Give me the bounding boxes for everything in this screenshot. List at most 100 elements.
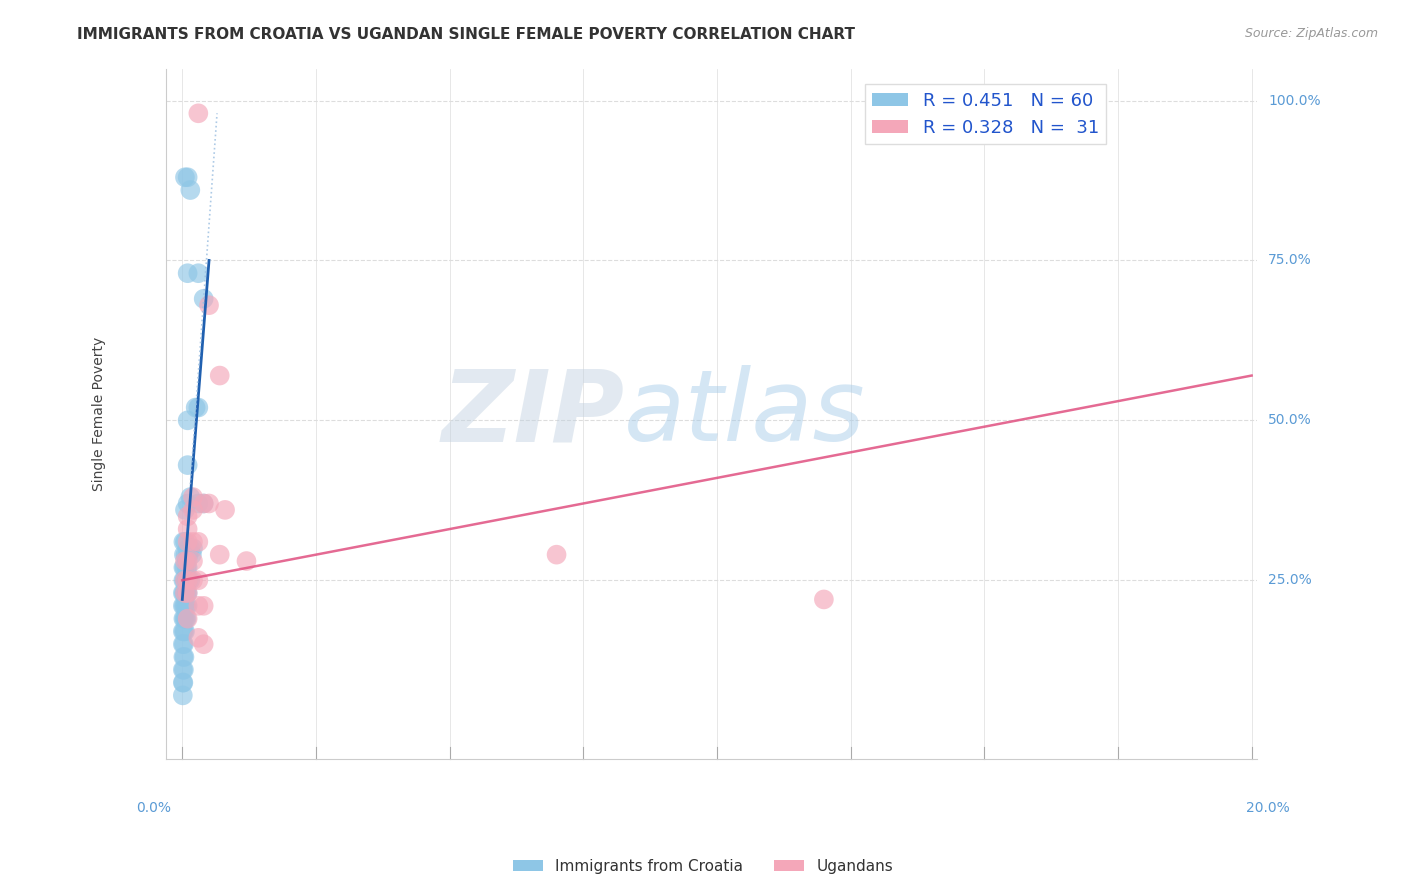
Legend: Immigrants from Croatia, Ugandans: Immigrants from Croatia, Ugandans [506, 853, 900, 880]
Point [173, 637, 195, 651]
Point [181, 548, 204, 562]
Point [208, 368, 231, 383]
Point [198, 298, 221, 312]
Point [198, 496, 221, 510]
Text: 25.0%: 25.0% [1268, 574, 1312, 587]
Point [174, 554, 197, 568]
Point [172, 612, 194, 626]
Point [176, 554, 198, 568]
Point [174, 573, 197, 587]
Point [174, 170, 197, 185]
Point [174, 612, 197, 626]
Point [176, 541, 198, 556]
Point [174, 624, 197, 639]
Point [176, 560, 198, 574]
Point [174, 599, 197, 613]
Point [193, 292, 215, 306]
Point [193, 599, 215, 613]
Point [173, 560, 195, 574]
Point [181, 573, 204, 587]
Point [172, 586, 194, 600]
Point [181, 541, 204, 556]
Point [173, 663, 195, 677]
Point [176, 599, 198, 613]
Point [176, 548, 198, 562]
Point [174, 586, 197, 600]
Point [187, 496, 209, 510]
Point [193, 496, 215, 510]
Point [184, 401, 207, 415]
Point [181, 490, 204, 504]
Point [173, 650, 195, 665]
Point [181, 534, 204, 549]
Text: ZIP: ZIP [441, 366, 624, 462]
Point [193, 637, 215, 651]
Point [187, 401, 209, 415]
Point [172, 689, 194, 703]
Point [172, 534, 194, 549]
Point [172, 650, 194, 665]
Point [176, 573, 198, 587]
Point [173, 599, 195, 613]
Point [172, 637, 194, 651]
Point [179, 541, 201, 556]
Point [172, 675, 194, 690]
Text: 20.0%: 20.0% [1246, 801, 1289, 814]
Text: 0.0%: 0.0% [135, 801, 170, 814]
Text: 100.0%: 100.0% [1268, 94, 1320, 108]
Point [172, 573, 194, 587]
Point [176, 509, 198, 524]
Point [174, 599, 197, 613]
Point [176, 586, 198, 600]
Point [179, 183, 201, 197]
Point [546, 548, 568, 562]
Point [176, 413, 198, 427]
Point [176, 266, 198, 280]
Point [176, 612, 198, 626]
Point [176, 496, 198, 510]
Point [813, 592, 835, 607]
Point [176, 458, 198, 472]
Text: IMMIGRANTS FROM CROATIA VS UGANDAN SINGLE FEMALE POVERTY CORRELATION CHART: IMMIGRANTS FROM CROATIA VS UGANDAN SINGL… [77, 27, 855, 42]
Point [177, 573, 200, 587]
Point [187, 599, 209, 613]
Text: 50.0%: 50.0% [1268, 413, 1312, 427]
Text: 75.0%: 75.0% [1268, 253, 1312, 268]
Point [176, 560, 198, 574]
Point [176, 586, 198, 600]
Point [174, 503, 197, 517]
Point [176, 612, 198, 626]
Point [174, 534, 197, 549]
Point [179, 573, 201, 587]
Point [187, 631, 209, 645]
Point [181, 554, 204, 568]
Text: atlas: atlas [624, 366, 866, 462]
Point [173, 573, 195, 587]
Point [187, 266, 209, 280]
Point [187, 573, 209, 587]
Point [177, 548, 200, 562]
Point [176, 586, 198, 600]
Point [172, 560, 194, 574]
Point [173, 624, 195, 639]
Point [179, 490, 201, 504]
Point [174, 548, 197, 562]
Point [187, 106, 209, 120]
Text: Single Female Poverty: Single Female Poverty [93, 337, 107, 491]
Point [172, 624, 194, 639]
Point [235, 554, 257, 568]
Point [173, 548, 195, 562]
Point [172, 663, 194, 677]
Point [214, 503, 236, 517]
Point [187, 534, 209, 549]
Point [208, 548, 231, 562]
Point [181, 503, 204, 517]
Point [174, 586, 197, 600]
Point [173, 612, 195, 626]
Text: Source: ZipAtlas.com: Source: ZipAtlas.com [1244, 27, 1378, 40]
Point [176, 170, 198, 185]
Point [176, 522, 198, 536]
Legend: R = 0.451   N = 60, R = 0.328   N =  31: R = 0.451 N = 60, R = 0.328 N = 31 [865, 85, 1107, 144]
Point [172, 599, 194, 613]
Point [173, 586, 195, 600]
